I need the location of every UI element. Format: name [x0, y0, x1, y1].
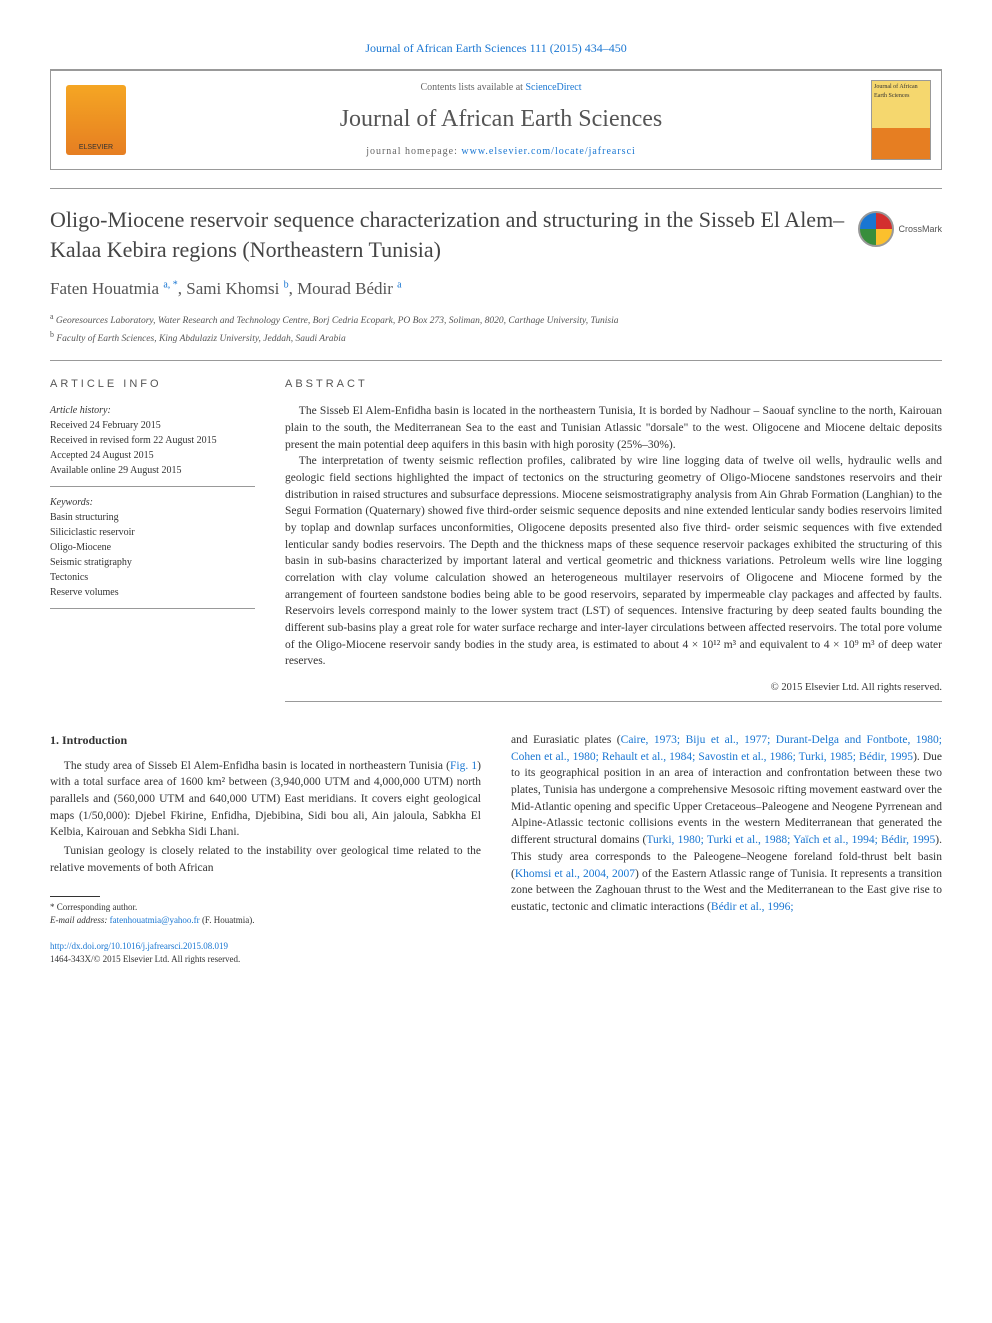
cover-cell: Journal of African Earth Sciences	[861, 71, 941, 169]
article-info-col: ARTICLE INFO Article history: Received 2…	[50, 377, 255, 702]
author-1-affil[interactable]: a, *	[163, 279, 177, 290]
abstract-heading: ABSTRACT	[285, 377, 942, 393]
banner-center: Contents lists available at ScienceDirec…	[141, 73, 861, 167]
email-note: E-mail address: fatenhouatmia@yahoo.fr (…	[50, 914, 481, 927]
email-label: E-mail address:	[50, 915, 110, 925]
doi-link[interactable]: http://dx.doi.org/10.1016/j.jafrearsci.2…	[50, 941, 228, 951]
intro-p2: Tunisian geology is closely related to t…	[50, 843, 481, 876]
author-1: Faten Houatmia	[50, 279, 159, 298]
body-col-left: 1. Introduction The study area of Sisseb…	[50, 732, 481, 926]
author-3-affil[interactable]: a	[397, 279, 401, 290]
article-info-heading: ARTICLE INFO	[50, 377, 255, 393]
journal-cover-thumb: Journal of African Earth Sciences	[871, 80, 931, 160]
author-2-affil[interactable]: b	[284, 279, 289, 290]
body-columns: 1. Introduction The study area of Sisseb…	[50, 732, 942, 926]
abstract-text: The Sisseb El Alem-Enfidha basin is loca…	[285, 403, 942, 670]
affil-a: a Georesources Laboratory, Water Researc…	[50, 311, 942, 328]
kw-4: Seismic stratigraphy	[50, 555, 255, 570]
fig1-link[interactable]: Fig. 1	[450, 760, 477, 772]
received-date: Received 24 February 2015	[50, 418, 255, 433]
abstract-copyright: © 2015 Elsevier Ltd. All rights reserved…	[285, 680, 942, 695]
refs-link-3[interactable]: Khomsi et al., 2004, 2007	[515, 868, 635, 880]
footnote-separator	[50, 896, 100, 897]
keywords-label: Keywords:	[50, 495, 255, 510]
affiliations: a Georesources Laboratory, Water Researc…	[50, 311, 942, 346]
homepage-prefix: journal homepage:	[366, 146, 461, 157]
affil-b: b Faculty of Earth Sciences, King Abdula…	[50, 329, 942, 346]
abstract-rule	[285, 701, 942, 702]
issn-copyright: 1464-343X/© 2015 Elsevier Ltd. All right…	[50, 953, 942, 966]
online-date: Available online 29 August 2015	[50, 463, 255, 478]
body-col-right: and Eurasiatic plates (Caire, 1973; Biju…	[511, 732, 942, 926]
history-block: Article history: Received 24 February 20…	[50, 403, 255, 487]
accepted-date: Accepted 24 August 2015	[50, 448, 255, 463]
crossmark-label: CrossMark	[898, 223, 942, 235]
abstract-col: ABSTRACT The Sisseb El Alem-Enfidha basi…	[285, 377, 942, 702]
kw-1: Basin structuring	[50, 510, 255, 525]
elsevier-label: ELSEVIER	[79, 143, 113, 153]
info-abstract-row: ARTICLE INFO Article history: Received 2…	[50, 360, 942, 702]
kw-3: Oligo-Miocene	[50, 540, 255, 555]
article-title: Oligo-Miocene reservoir sequence charact…	[50, 205, 942, 264]
sciencedirect-link[interactable]: ScienceDirect	[525, 82, 581, 93]
journal-banner: ELSEVIER Contents lists available at Sci…	[50, 70, 942, 170]
crossmark-icon	[858, 211, 894, 247]
homepage-link[interactable]: www.elsevier.com/locate/jafrearsci	[461, 146, 635, 157]
refs-link-2[interactable]: Turki, 1980; Turki et al., 1988; Yaïch e…	[646, 834, 935, 846]
abstract-p1: The Sisseb El Alem-Enfidha basin is loca…	[285, 403, 942, 453]
intro-col2: and Eurasiatic plates (Caire, 1973; Biju…	[511, 732, 942, 915]
email-link[interactable]: fatenhouatmia@yahoo.fr	[110, 915, 200, 925]
page-footer: http://dx.doi.org/10.1016/j.jafrearsci.2…	[50, 940, 942, 965]
corresponding-note: * Corresponding author.	[50, 901, 481, 914]
citation-link[interactable]: Journal of African Earth Sciences 111 (2…	[365, 41, 626, 55]
history-label: Article history:	[50, 403, 255, 418]
intro-p1: The study area of Sisseb El Alem-Enfidha…	[50, 758, 481, 841]
elsevier-tree-icon: ELSEVIER	[66, 85, 126, 155]
journal-name: Journal of African Earth Sciences	[141, 102, 861, 137]
refs-link-4[interactable]: Bédir et al., 1996;	[711, 901, 794, 913]
abstract-p2: The interpretation of twenty seismic ref…	[285, 453, 942, 670]
revised-date: Received in revised form 22 August 2015	[50, 433, 255, 448]
author-list: Faten Houatmia a, *, Sami Khomsi b, Mour…	[50, 277, 942, 302]
crossmark-widget[interactable]: CrossMark	[858, 211, 942, 247]
kw-5: Tectonics	[50, 570, 255, 585]
contents-prefix: Contents lists available at	[420, 82, 525, 93]
email-suffix: (F. Houatmia).	[200, 915, 255, 925]
contents-line: Contents lists available at ScienceDirec…	[141, 81, 861, 96]
intro-heading: 1. Introduction	[50, 732, 481, 749]
kw-2: Siliciclastic reservoir	[50, 525, 255, 540]
homepage-line: journal homepage: www.elsevier.com/locat…	[141, 145, 861, 160]
author-3: Mourad Bédir	[297, 279, 393, 298]
author-2: Sami Khomsi	[186, 279, 279, 298]
cover-text: Journal of African Earth Sciences	[874, 84, 918, 99]
footnotes: * Corresponding author. E-mail address: …	[50, 901, 481, 926]
kw-6: Reserve volumes	[50, 585, 255, 600]
publisher-logo-cell: ELSEVIER	[51, 71, 141, 169]
header-citation: Journal of African Earth Sciences 111 (2…	[50, 40, 942, 57]
title-text: Oligo-Miocene reservoir sequence charact…	[50, 207, 844, 262]
keywords-block: Keywords: Basin structuring Siliciclasti…	[50, 495, 255, 609]
